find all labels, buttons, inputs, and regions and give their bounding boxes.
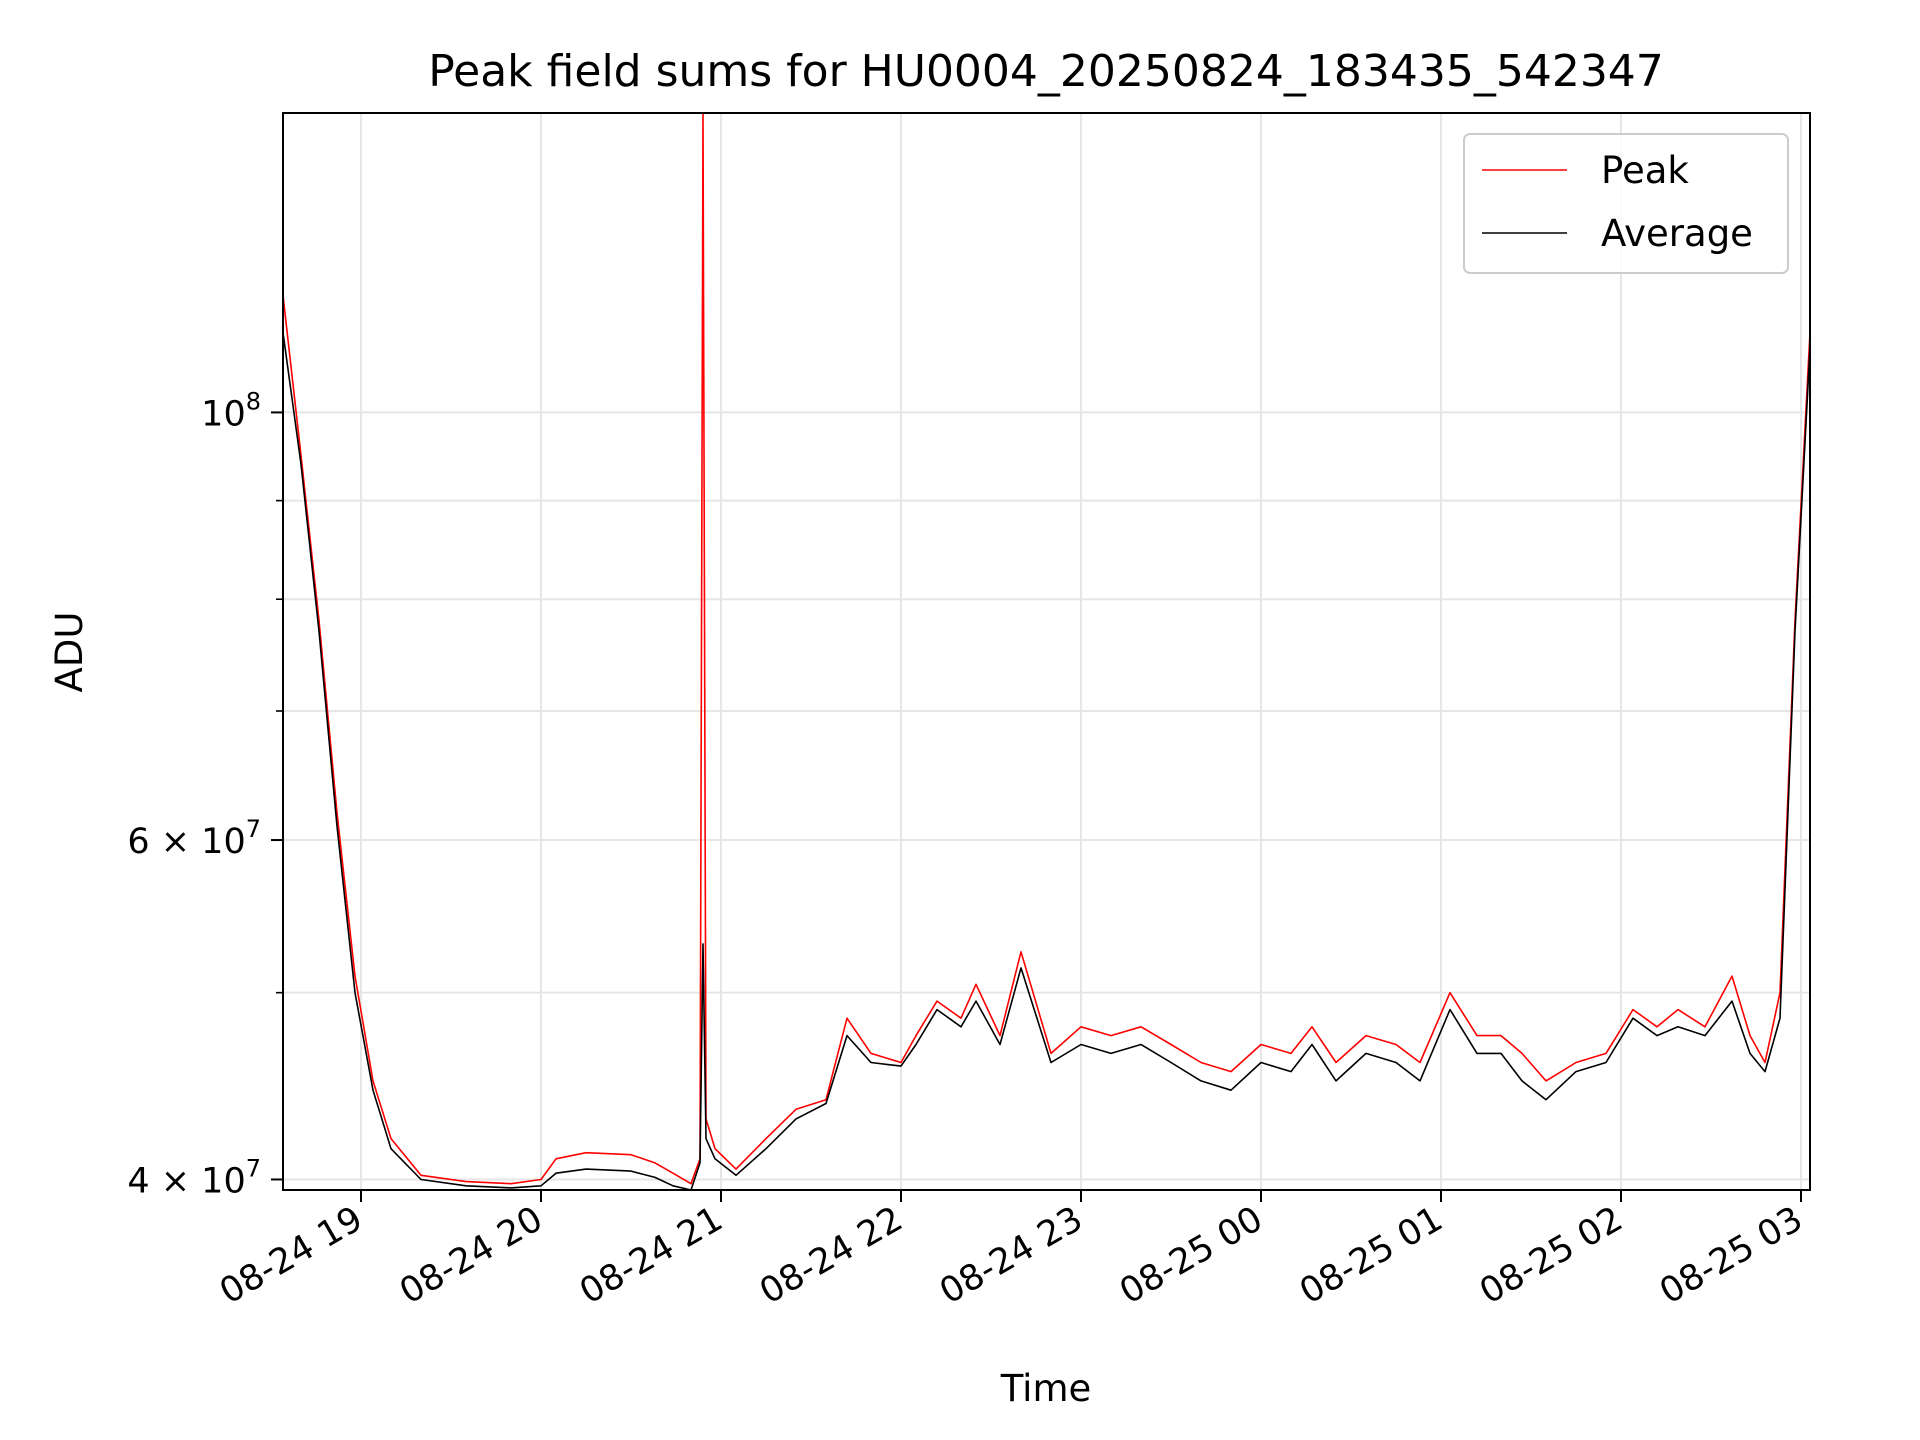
series-line-average	[282, 332, 1811, 1191]
axis-ticks	[271, 411, 1802, 1202]
x-tick-label: 08-25 03	[1653, 1199, 1809, 1312]
y-axis-label: ADU	[48, 612, 91, 693]
y-tick-labels: 4 × 107 6 × 107 108	[127, 387, 261, 1201]
x-axis-label: Time	[1000, 1367, 1092, 1410]
series-lines	[282, 112, 1811, 1191]
grid-lines	[283, 113, 1810, 1190]
legend-average-label: Average	[1601, 212, 1753, 255]
y-tick-label: 6 × 107	[127, 815, 261, 862]
x-tick-label: 08-24 21	[573, 1199, 729, 1312]
x-tick-label: 08-24 20	[393, 1199, 549, 1312]
y-tick-label: 108	[201, 387, 261, 434]
legend-box	[1463, 133, 1789, 274]
legend: Peak Average	[1463, 133, 1789, 274]
x-tick-label: 08-25 02	[1473, 1199, 1629, 1312]
x-tick-label: 08-25 01	[1293, 1199, 1449, 1312]
plot-area-frame	[282, 112, 1811, 1191]
x-tick-labels: 08-24 19 08-24 20 08-24 21 08-24 22 08-24 23…	[213, 1199, 1809, 1312]
series-line-peak	[282, 112, 1811, 1185]
chart-title: Peak field sums for HU0004_20250824_1834…	[428, 46, 1664, 97]
x-tick-label: 08-24 23	[933, 1199, 1089, 1312]
y-tick-label: 4 × 107	[127, 1154, 261, 1201]
x-tick-label: 08-25 00	[1113, 1199, 1269, 1312]
legend-peak-label: Peak	[1601, 149, 1689, 192]
x-tick-label: 08-24 22	[753, 1199, 909, 1312]
x-tick-label: 08-24 19	[213, 1199, 369, 1312]
